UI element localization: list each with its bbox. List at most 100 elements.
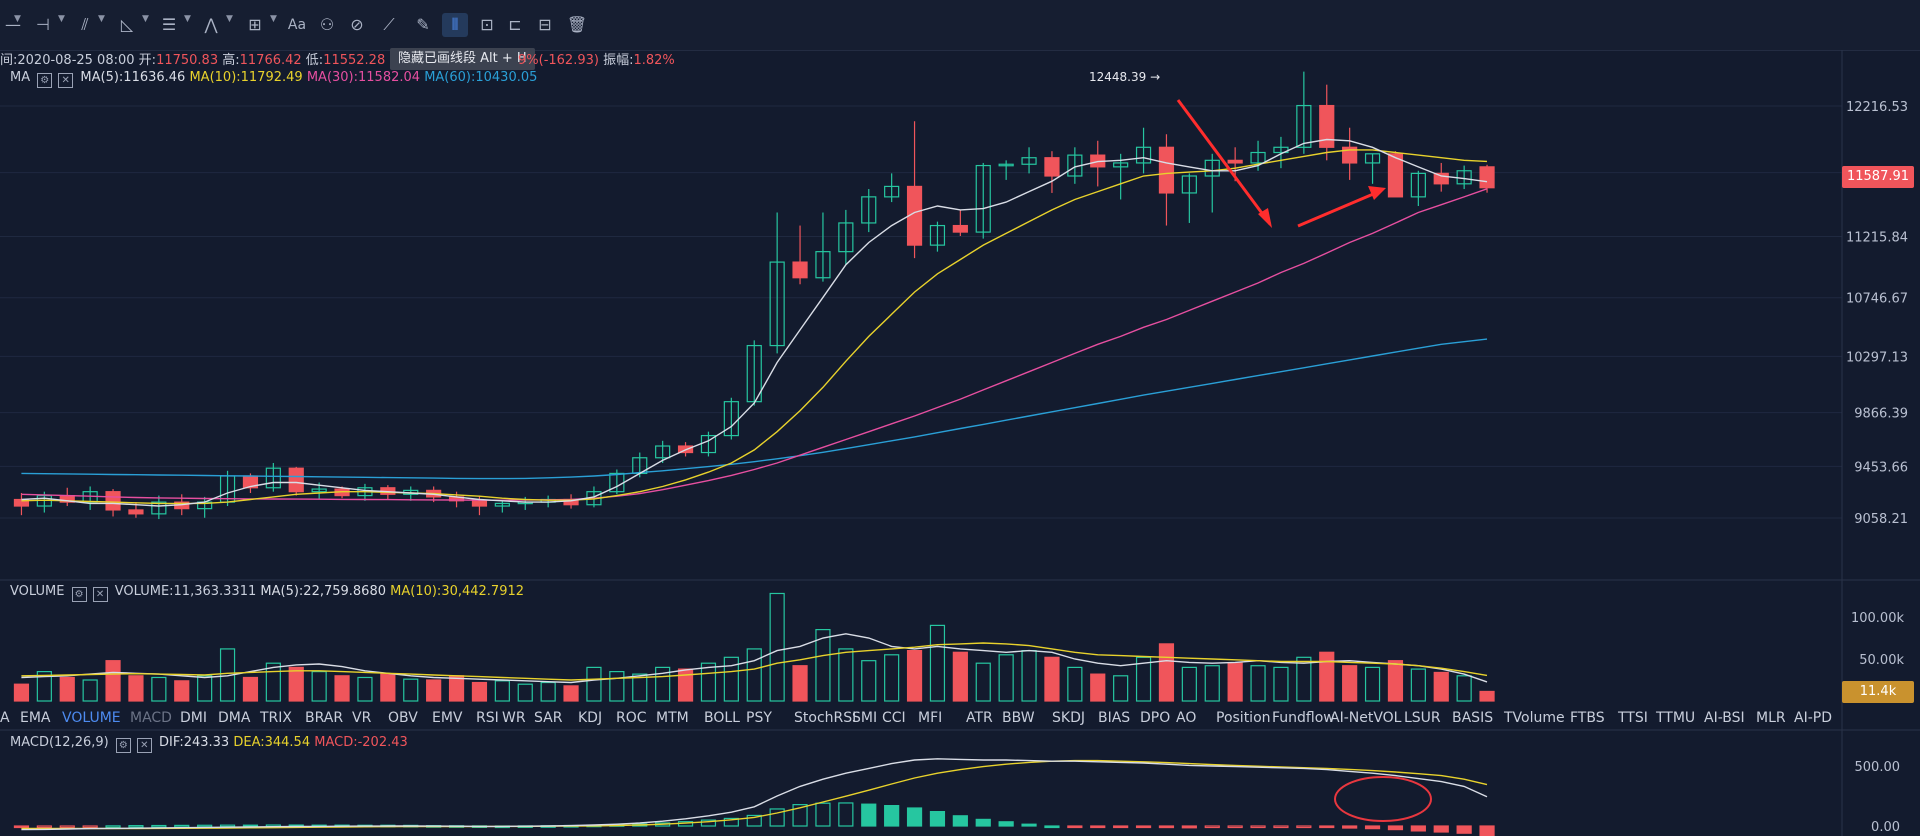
magnet-icon[interactable]: ⊏ — [508, 15, 522, 34]
indicator-tab-dmi[interactable]: DMI — [180, 710, 207, 726]
settings-icon[interactable]: ⚙ — [71, 587, 87, 602]
indicator-tab-lsur[interactable]: LSUR — [1404, 710, 1441, 726]
volume-ma10-value: MA(10):30,442.7912 — [390, 584, 525, 599]
ma-legend-name: MA — [10, 70, 31, 85]
triangle-icon[interactable]: ◺ — [120, 15, 134, 34]
indicator-tab-ttsi[interactable]: TTSI — [1618, 710, 1648, 726]
pitchfork-icon[interactable]: ⫽ — [81, 15, 89, 34]
indicator-tab-roc[interactable]: ROC — [616, 710, 647, 726]
volume-bar — [1433, 671, 1449, 702]
indicator-tab-stochrsi[interactable]: StochRSI — [794, 710, 857, 726]
channel-icon[interactable]: ☰ — [161, 15, 177, 34]
indicator-tab-rsi[interactable]: RSI — [476, 710, 499, 726]
indicator-tab-tvolume[interactable]: TVolume — [1504, 710, 1565, 726]
ma5-value: MA(5):11636.46 — [80, 70, 186, 85]
indicator-tab-ftbs[interactable]: FTBS — [1570, 710, 1605, 726]
amplitude-label: 振幅: — [603, 53, 634, 68]
trash-icon[interactable]: 🗑 — [566, 15, 588, 34]
indicator-tab-ai-bsi[interactable]: AI-BSI — [1704, 710, 1745, 726]
chevron-down-icon[interactable]: ▼ — [14, 14, 21, 24]
indicator-tab-smi[interactable]: SMI — [852, 710, 878, 726]
indicator-tab-macd[interactable]: MACD — [130, 710, 172, 726]
candle — [1021, 157, 1037, 165]
chevron-down-icon[interactable]: ▼ — [184, 14, 191, 24]
indicator-tab-dma[interactable]: DMA — [218, 710, 251, 726]
close-icon[interactable]: ✕ — [136, 738, 152, 753]
volume-bar — [265, 662, 281, 702]
close-icon[interactable]: ✕ — [92, 587, 108, 602]
brush-icon[interactable]: ✎ — [416, 15, 430, 34]
candle — [1044, 157, 1060, 177]
indicator-tab-mfi[interactable]: MFI — [918, 710, 943, 726]
indicator-tab-boll[interactable]: BOLL — [704, 710, 740, 726]
amplitude-value: 1.82% — [633, 53, 675, 68]
macd-bar — [1181, 825, 1197, 829]
indicator-tab-emv[interactable]: EMV — [432, 710, 463, 726]
indicator-tab-ao[interactable]: AO — [1176, 710, 1197, 726]
crosshair-box-icon[interactable]: ⊞ — [248, 15, 262, 34]
indicator-tab-ttmu[interactable]: TTMU — [1656, 710, 1696, 726]
ohlc-header: 间:2020-08-25 08:00 开:11750.83 高:11766.42… — [0, 49, 385, 68]
ruler-icon[interactable]: ⟋ — [383, 15, 395, 34]
indicator-tab-skdj[interactable]: SKDJ — [1052, 710, 1085, 726]
ma60-value: MA(60):10430.05 — [424, 70, 538, 85]
indicator-tab-atr[interactable]: ATR — [966, 710, 993, 726]
high-marker: 12448.39 → — [1089, 70, 1161, 84]
pattern-icon[interactable]: ⚇ — [319, 15, 335, 34]
indicator-tab-bias[interactable]: BIAS — [1098, 710, 1131, 726]
hide-icon[interactable]: ⊘ — [350, 15, 364, 34]
macd-bar — [952, 815, 968, 827]
indicator-tab-sar[interactable]: SAR — [534, 710, 563, 726]
indicator-tab-psy[interactable]: PSY — [746, 710, 772, 726]
indicator-tab-cci[interactable]: CCI — [882, 710, 906, 726]
settings-icon[interactable]: ⚙ — [115, 738, 131, 753]
lock-icon[interactable]: ⊡ — [480, 15, 494, 34]
indicator-tab-wr[interactable]: WR — [502, 710, 526, 726]
indicator-tab-trix[interactable]: TRIX — [260, 710, 292, 726]
indicator-tab-a[interactable]: A — [0, 710, 10, 726]
candle — [1250, 151, 1266, 164]
indicator-tab-position[interactable]: Position — [1216, 710, 1271, 726]
indicator-tab-brar[interactable]: BRAR — [305, 710, 344, 726]
chevron-down-icon[interactable]: ▼ — [226, 14, 233, 24]
indicator-tab-mlr[interactable]: MLR — [1756, 710, 1786, 726]
line-tool-icon[interactable]: — — [5, 15, 21, 34]
chevron-down-icon[interactable]: ▼ — [270, 14, 277, 24]
price-tick-label: 11215.84 — [1846, 231, 1908, 246]
macd-bar — [975, 818, 991, 827]
indicator-tab-basis[interactable]: BASIS — [1452, 710, 1494, 726]
macd-bar — [219, 824, 236, 828]
indicator-tab-fundflow[interactable]: Fundflow — [1272, 710, 1335, 726]
indicator-tab-dpo[interactable]: DPO — [1140, 710, 1171, 726]
settings-icon[interactable]: ⚙ — [37, 73, 53, 88]
chevron-down-icon[interactable]: ▼ — [98, 14, 105, 24]
horizontal-line-icon[interactable]: ⊣ — [36, 15, 50, 34]
chevron-down-icon[interactable]: ▼ — [142, 14, 149, 24]
volume-bar — [174, 680, 190, 702]
drawing-toolbar: — ▼ ⊣ ▼ ⫽ ▼ ◺ ▼ ☰ ▼ ⋀ ▼ ⊞ ▼ Aa ⚇ ⊘ ⟋ ✎ ⦀… — [0, 0, 1920, 51]
elliott-wave-icon[interactable]: ⋀ — [204, 15, 218, 34]
indicator-tab-ema[interactable]: EMA — [20, 710, 51, 726]
indicator-tab-volume[interactable]: VOLUME — [62, 710, 121, 726]
close-icon[interactable]: ✕ — [58, 73, 74, 88]
volume-bar — [357, 676, 373, 702]
ma5-line — [21, 138, 1488, 507]
layout-icon[interactable]: ⊟ — [538, 15, 552, 34]
chevron-down-icon[interactable]: ▼ — [58, 14, 65, 24]
indicator-tab-ai-netvol[interactable]: AI-NetVOL — [1330, 710, 1402, 726]
volume-bar — [815, 628, 831, 702]
indicator-tab-mtm[interactable]: MTM — [656, 710, 689, 726]
indicator-tab-obv[interactable]: OBV — [388, 710, 418, 726]
candle — [1227, 159, 1243, 164]
volume-bar — [494, 680, 510, 702]
volume-bar — [197, 675, 213, 702]
indicator-tab-vr[interactable]: VR — [352, 710, 372, 726]
text-icon[interactable]: Aa — [287, 17, 307, 33]
grid-lines — [0, 105, 1842, 519]
hide-lines-icon[interactable]: ⦀ — [442, 13, 468, 37]
indicator-tab-bbw[interactable]: BBW — [1002, 710, 1035, 726]
indicator-tab-ai-pd[interactable]: AI-PD — [1794, 710, 1832, 726]
volume-bar — [1044, 656, 1060, 702]
indicator-tab-kdj[interactable]: KDJ — [578, 710, 603, 726]
